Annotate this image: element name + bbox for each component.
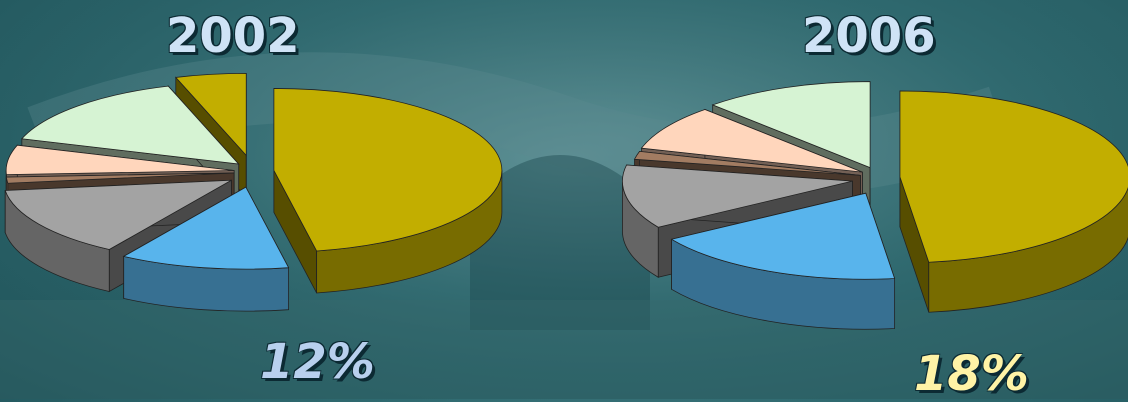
pie-slice — [274, 88, 502, 293]
pie-2006 — [622, 82, 1128, 330]
pie-slice — [900, 91, 1128, 312]
pct-2006-label: 18% — [914, 346, 1029, 402]
pie-2002 — [5, 73, 502, 311]
pct-2002-label: 12% — [260, 334, 375, 390]
